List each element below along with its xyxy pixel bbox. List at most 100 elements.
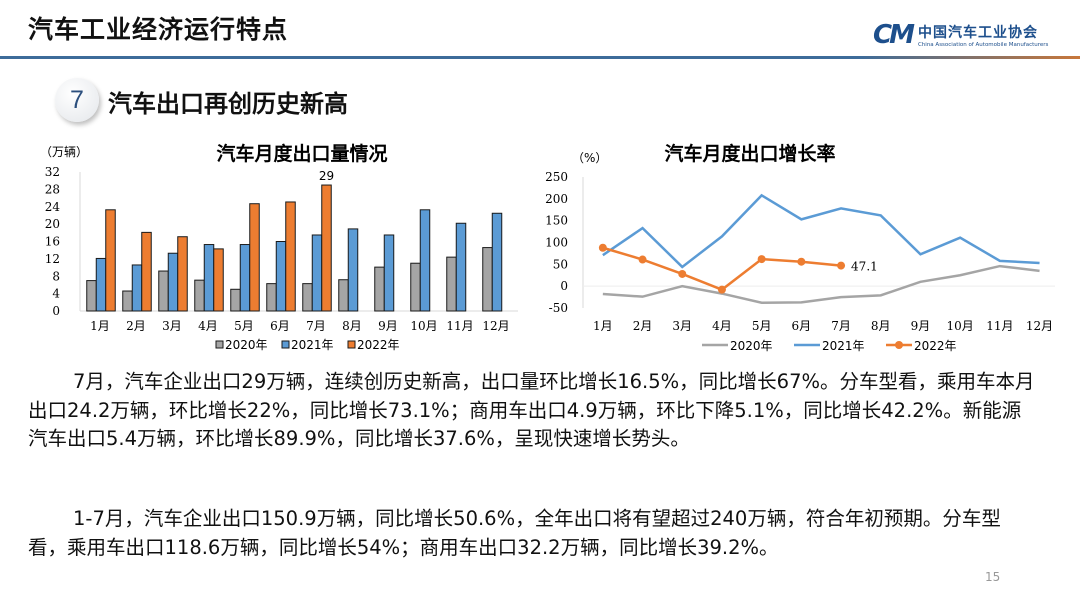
line-chart-export-growth: 汽车月度出口增长率 （%） -50 0 50 100 150 200 250 1月 2月 3月 4月 5月… — [545, 142, 1055, 353]
bar-2020年-10月 — [410, 262, 421, 312]
marker-2022年-2月 — [638, 255, 647, 264]
bar-2020年-11月 — [446, 256, 457, 312]
y-tick-label: 150 — [545, 214, 568, 228]
y-tick-label: -50 — [549, 301, 568, 315]
y-tick-label: 50 — [553, 257, 568, 271]
y-tick-label: 32 — [45, 165, 60, 179]
marker-2022年-6月 — [797, 257, 806, 266]
line-2020年 — [602, 264, 1040, 305]
x-tick-label: 6月 — [792, 319, 812, 333]
x-tick-label: 1月 — [593, 319, 613, 333]
x-tick-label: 2月 — [126, 319, 146, 333]
caam-logo: CM 中国汽车工业协会 China Association of Automob… — [873, 20, 1048, 50]
y-tick-label: 4 — [52, 287, 60, 301]
bar-2021年-6月 — [275, 241, 287, 312]
y-tick-label: 0 — [52, 304, 60, 318]
paragraph-jan-jul: 1-7月，汽车企业出口150.9万辆，同比增长50.6%，全年出口将有望超过24… — [28, 507, 1001, 559]
x-tick-label: 4月 — [712, 319, 732, 333]
bar-2020年-9月 — [374, 266, 385, 312]
x-tick-label: 2月 — [633, 319, 653, 333]
bar-2020年-1月 — [86, 280, 97, 312]
section-number-badge: 7 — [55, 78, 99, 122]
bar-2022年-4月 — [213, 248, 224, 312]
logo-text-en: China Association of Automobile Manufact… — [917, 42, 1049, 48]
bar-2021年-2月 — [131, 264, 143, 312]
y-axis-unit: （%） — [572, 151, 607, 165]
data-label: 47.1 — [851, 260, 878, 274]
x-tick-label: 8月 — [871, 319, 891, 333]
legend-swatch — [281, 340, 290, 349]
x-tick-label: 3月 — [672, 319, 692, 333]
bar-2020年-6月 — [266, 283, 277, 312]
bar-2020年-5月 — [230, 288, 241, 312]
x-tick-label: 9月 — [911, 319, 931, 333]
y-tick-label: 8 — [52, 269, 60, 283]
marker-2022年-1月 — [598, 243, 607, 252]
x-tick-label: 3月 — [162, 319, 182, 333]
x-tick-label: 11月 — [986, 319, 1013, 333]
bar-2021年-4月 — [203, 244, 215, 312]
legend-label: 2022年 — [914, 339, 957, 353]
page-header-title: 汽车工业经济运行特点 — [28, 15, 289, 44]
x-tick-label: 10月 — [410, 319, 437, 333]
y-tick-label: 0 — [560, 279, 568, 293]
page-number: 15 — [985, 570, 1001, 584]
bar-2021年-10月 — [419, 209, 431, 312]
bar-2022年-3月 — [177, 236, 188, 312]
x-tick-label: 8月 — [342, 319, 362, 333]
data-label: 29 — [319, 169, 334, 183]
marker-2022年-7月 — [837, 261, 846, 270]
line-2021年 — [602, 193, 1040, 269]
header-divider — [0, 56, 860, 59]
bar-2022年-5月 — [249, 203, 260, 312]
bar-2022年-1月 — [105, 209, 116, 312]
marker-2022年-3月 — [678, 269, 687, 278]
bar-2021年-1月 — [95, 257, 107, 312]
legend-label: 2020年 — [730, 339, 773, 353]
y-tick-label: 200 — [545, 192, 568, 206]
legend-label: 2021年 — [291, 338, 334, 352]
y-tick-label: 12 — [45, 252, 60, 266]
legend-label: 2022年 — [357, 338, 400, 352]
bar-2021年-3月 — [167, 252, 179, 312]
chart-title: 汽车月度出口增长率 — [664, 142, 835, 165]
bar-2022年-2月 — [141, 231, 152, 312]
bar-2020年-4月 — [194, 279, 205, 312]
y-tick-label: 250 — [545, 170, 568, 184]
x-tick-label: 4月 — [198, 319, 218, 333]
bar-2020年-7月 — [302, 283, 313, 312]
x-tick-label: 7月 — [306, 319, 326, 333]
chart-title: 汽车月度出口量情况 — [216, 142, 387, 165]
x-tick-label: 5月 — [752, 319, 772, 333]
bar-2021年-5月 — [239, 244, 251, 312]
y-tick-label: 24 — [45, 200, 61, 214]
marker-2022年-5月 — [757, 255, 766, 264]
legend-label: 2021年 — [822, 339, 865, 353]
legend-label: 2020年 — [225, 338, 268, 352]
marker-2022年-4月 — [717, 285, 726, 294]
section-title: 汽车出口再创历史新高 — [108, 90, 348, 118]
bar-2020年-12月 — [482, 247, 493, 312]
bar-2021年-12月 — [491, 212, 503, 312]
paragraph-july: 7月，汽车企业出口29万辆，连续创历史新高，出口量环比增长16.5%，同比增长6… — [28, 370, 1035, 450]
bar-2020年-3月 — [158, 270, 169, 312]
x-tick-label: 10月 — [947, 319, 974, 333]
y-tick-label: 16 — [45, 235, 60, 249]
legend-marker — [895, 341, 903, 349]
y-tick-label: 100 — [545, 236, 568, 250]
x-tick-label: 7月 — [831, 319, 851, 333]
x-tick-label: 11月 — [446, 319, 473, 333]
logo-text-cn: 中国汽车工业协会 — [917, 25, 1038, 41]
x-tick-label: 9月 — [378, 319, 398, 333]
bar-chart-monthly-exports: 汽车月度出口量情况 （万辆） 0 4 8 12 16 20 24 28 32 1月 2月 3月 4月 5月 6月… — [40, 142, 518, 352]
bar-2022年-7月 — [321, 184, 332, 312]
bar-2021年-8月 — [347, 228, 359, 312]
legend-swatch — [347, 340, 356, 349]
bar-2021年-9月 — [383, 234, 395, 312]
x-tick-label: 12月 — [482, 319, 509, 333]
bar-2022年-6月 — [285, 201, 296, 312]
line-2022年 — [602, 246, 842, 292]
y-tick-label: 20 — [45, 217, 60, 231]
y-tick-label: 28 — [45, 182, 60, 196]
x-tick-label: 12月 — [1026, 319, 1053, 333]
